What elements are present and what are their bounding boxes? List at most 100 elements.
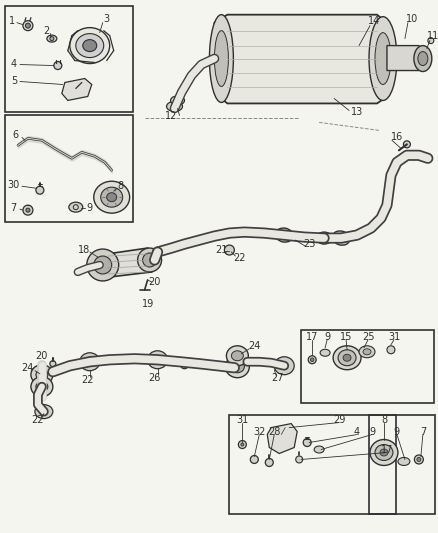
Ellipse shape — [226, 346, 248, 366]
Circle shape — [427, 38, 433, 44]
Ellipse shape — [106, 193, 117, 201]
Circle shape — [295, 456, 302, 463]
Text: 2: 2 — [44, 26, 50, 36]
Text: 13: 13 — [350, 108, 362, 117]
Ellipse shape — [170, 96, 184, 105]
Ellipse shape — [138, 248, 161, 272]
Circle shape — [403, 141, 410, 148]
Circle shape — [307, 356, 315, 364]
Ellipse shape — [374, 445, 392, 461]
Text: 7: 7 — [10, 203, 16, 213]
Text: 27: 27 — [270, 373, 283, 383]
Text: 20: 20 — [35, 351, 48, 361]
Ellipse shape — [31, 365, 53, 385]
Ellipse shape — [47, 35, 57, 42]
Text: 3: 3 — [103, 14, 110, 23]
Ellipse shape — [83, 39, 96, 52]
Ellipse shape — [319, 349, 329, 356]
Ellipse shape — [94, 256, 111, 274]
Ellipse shape — [315, 232, 332, 244]
Circle shape — [250, 456, 258, 464]
Text: 23: 23 — [302, 239, 314, 249]
Ellipse shape — [231, 351, 243, 361]
Ellipse shape — [35, 405, 53, 418]
Circle shape — [23, 205, 33, 215]
Text: 17: 17 — [380, 445, 392, 455]
Ellipse shape — [379, 449, 387, 456]
Text: 22: 22 — [233, 253, 245, 263]
Text: 8: 8 — [380, 415, 386, 425]
Ellipse shape — [362, 349, 370, 355]
Polygon shape — [99, 248, 151, 278]
Ellipse shape — [85, 357, 95, 366]
Polygon shape — [214, 15, 388, 103]
Circle shape — [303, 439, 311, 447]
Ellipse shape — [76, 34, 103, 58]
Ellipse shape — [417, 52, 427, 66]
Bar — [5, 6, 132, 112]
Polygon shape — [62, 78, 92, 100]
Circle shape — [238, 441, 246, 448]
Ellipse shape — [166, 101, 182, 111]
Text: 12: 12 — [165, 111, 177, 122]
Bar — [5, 116, 132, 222]
Text: 4: 4 — [11, 59, 17, 69]
Circle shape — [25, 23, 30, 28]
Ellipse shape — [230, 361, 244, 373]
Ellipse shape — [358, 346, 374, 358]
Circle shape — [54, 61, 62, 69]
Text: 1: 1 — [9, 15, 15, 26]
Text: 30: 30 — [7, 180, 19, 190]
Text: 29: 29 — [332, 415, 345, 425]
Circle shape — [36, 186, 44, 194]
Ellipse shape — [94, 181, 129, 213]
Ellipse shape — [368, 17, 396, 100]
Text: 22: 22 — [81, 375, 94, 385]
Text: 9: 9 — [368, 426, 374, 437]
Text: 21: 21 — [215, 245, 227, 255]
Circle shape — [180, 361, 188, 369]
Text: 32: 32 — [253, 426, 265, 437]
Text: 31: 31 — [236, 415, 248, 425]
Circle shape — [265, 458, 272, 466]
Text: 4: 4 — [353, 426, 359, 437]
Text: 19: 19 — [141, 299, 153, 309]
Text: 11: 11 — [426, 30, 438, 41]
Ellipse shape — [274, 357, 293, 375]
Polygon shape — [267, 424, 297, 454]
Text: 14: 14 — [367, 15, 379, 26]
Bar — [368, 415, 434, 514]
Ellipse shape — [70, 28, 110, 63]
Ellipse shape — [413, 46, 431, 71]
Bar — [229, 415, 395, 514]
Ellipse shape — [374, 33, 390, 85]
Ellipse shape — [337, 350, 355, 366]
Circle shape — [23, 21, 33, 30]
Ellipse shape — [225, 356, 249, 378]
Circle shape — [413, 455, 422, 464]
Ellipse shape — [31, 377, 53, 397]
Circle shape — [416, 457, 420, 462]
Ellipse shape — [69, 202, 83, 212]
Text: 26: 26 — [148, 373, 160, 383]
Text: 10: 10 — [405, 14, 417, 23]
Text: 8: 8 — [117, 181, 124, 191]
Text: 28: 28 — [268, 426, 280, 437]
Ellipse shape — [314, 446, 323, 453]
Text: 17: 17 — [305, 332, 318, 342]
Ellipse shape — [369, 440, 397, 465]
Text: 31: 31 — [387, 332, 399, 342]
Text: 25: 25 — [361, 332, 374, 342]
Ellipse shape — [209, 15, 233, 102]
Ellipse shape — [100, 187, 122, 207]
Ellipse shape — [397, 457, 409, 465]
Text: 6: 6 — [12, 131, 18, 140]
Text: 9: 9 — [393, 426, 399, 437]
Circle shape — [386, 346, 394, 354]
Text: 9: 9 — [323, 332, 329, 342]
Text: 5: 5 — [11, 76, 17, 85]
Text: 7: 7 — [419, 426, 425, 437]
Text: 22: 22 — [32, 415, 44, 425]
Text: 16: 16 — [390, 132, 402, 142]
Circle shape — [26, 208, 30, 212]
